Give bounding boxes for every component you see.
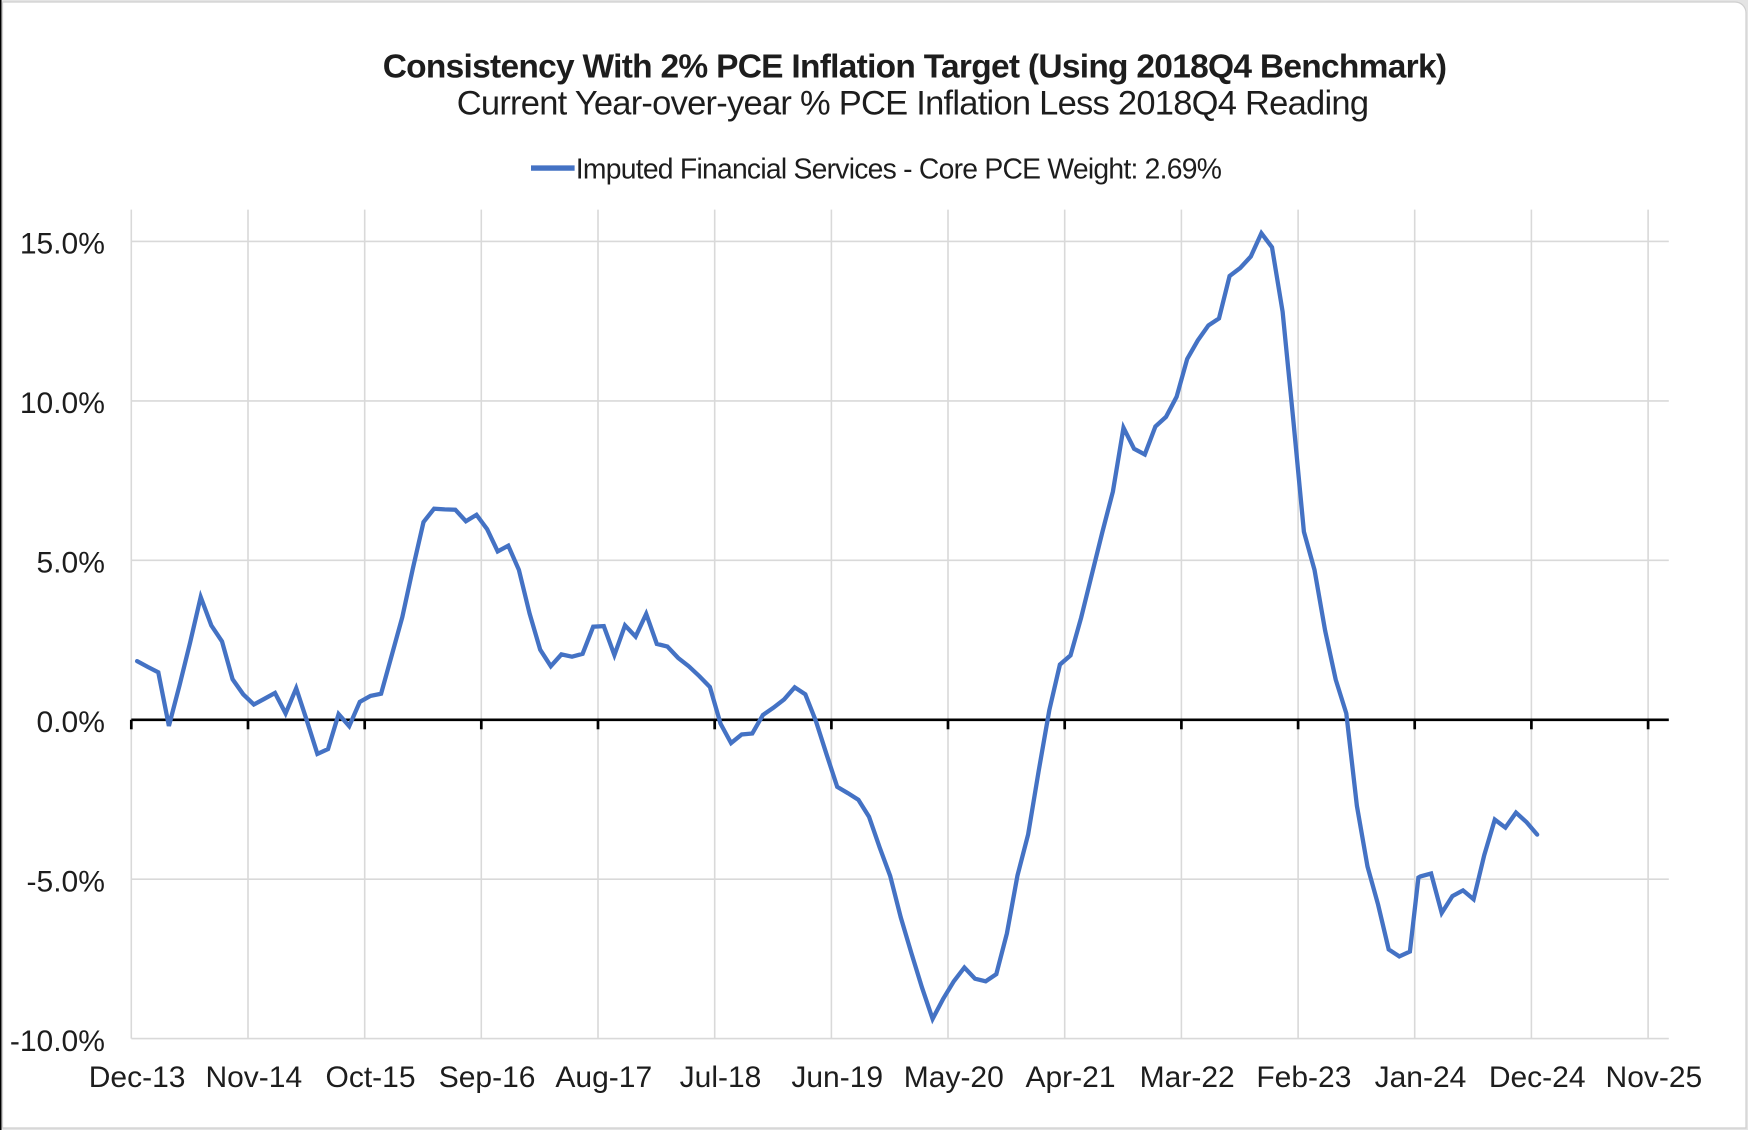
svg-text:Jun-19: Jun-19: [791, 1061, 883, 1094]
svg-text:Nov-25: Nov-25: [1606, 1061, 1703, 1094]
svg-text:Oct-15: Oct-15: [325, 1061, 415, 1094]
svg-text:Mar-22: Mar-22: [1140, 1061, 1235, 1094]
svg-text:Sep-16: Sep-16: [439, 1061, 536, 1094]
svg-text:Dec-24: Dec-24: [1489, 1061, 1586, 1094]
svg-text:-5.0%: -5.0%: [27, 865, 105, 898]
svg-text:15.0%: 15.0%: [20, 228, 105, 261]
svg-text:May-20: May-20: [904, 1061, 1004, 1094]
svg-text:Consistency With 2% PCE Inflat: Consistency With 2% PCE Inflation Target…: [383, 49, 1447, 86]
svg-text:Imputed Financial Services - C: Imputed Financial Services - Core PCE We…: [576, 153, 1222, 185]
svg-text:0.0%: 0.0%: [37, 706, 105, 739]
svg-text:Jul-18: Jul-18: [680, 1061, 762, 1094]
svg-text:Feb-23: Feb-23: [1256, 1061, 1351, 1094]
svg-text:5.0%: 5.0%: [37, 547, 105, 580]
svg-text:Aug-17: Aug-17: [555, 1061, 652, 1094]
svg-text:Apr-21: Apr-21: [1025, 1061, 1115, 1094]
svg-text:-10.0%: -10.0%: [10, 1025, 105, 1058]
svg-text:Dec-13: Dec-13: [89, 1061, 186, 1094]
svg-text:Current Year-over-year % PCE I: Current Year-over-year % PCE Inflation L…: [457, 84, 1369, 122]
svg-text:10.0%: 10.0%: [20, 387, 105, 420]
svg-text:Jan-24: Jan-24: [1375, 1061, 1467, 1094]
svg-text:Nov-14: Nov-14: [205, 1061, 302, 1094]
